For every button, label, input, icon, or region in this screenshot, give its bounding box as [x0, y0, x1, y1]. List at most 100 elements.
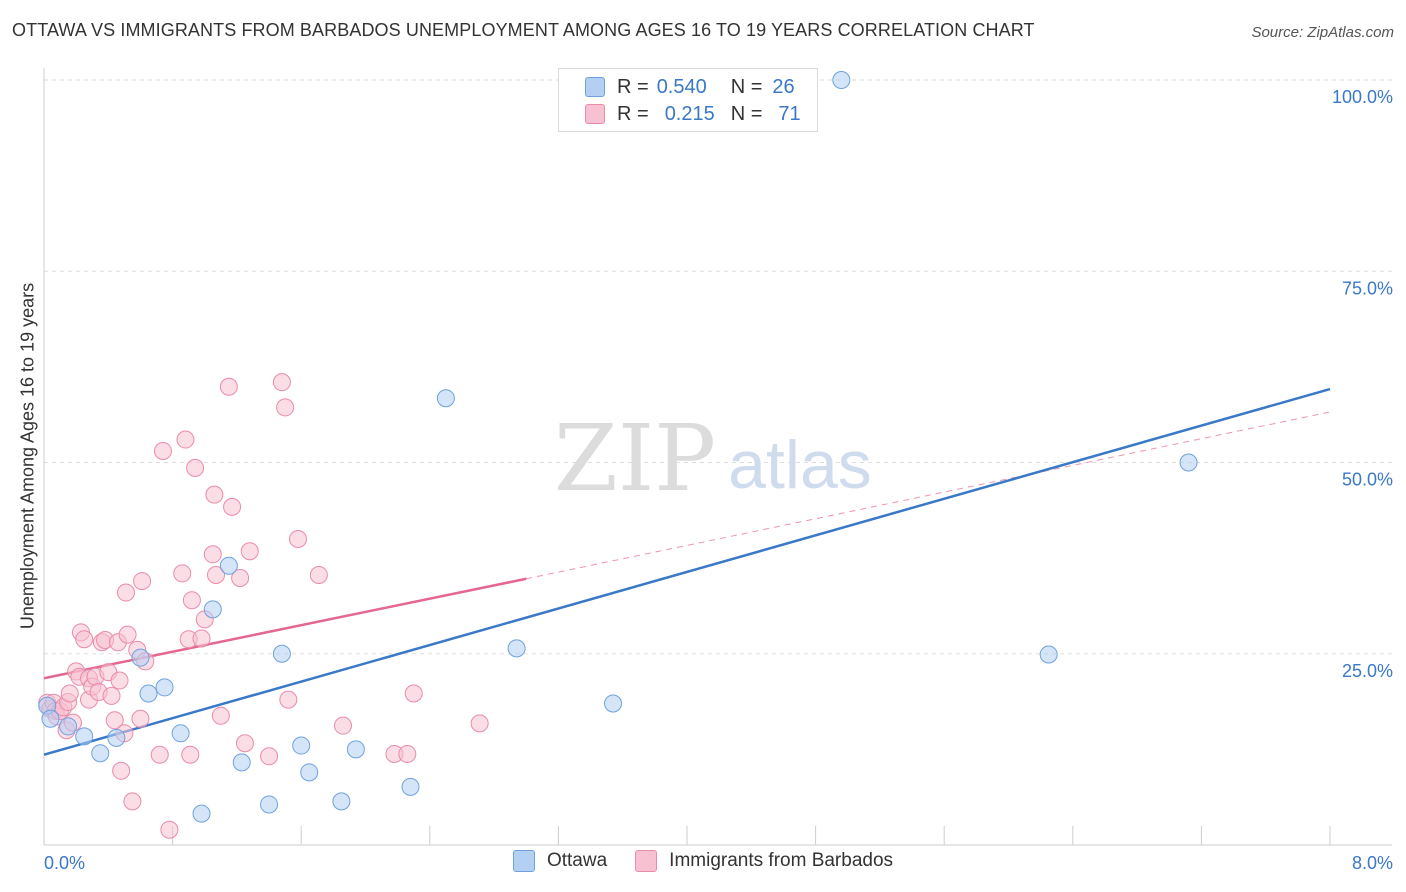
y-tick-label: 100.0% — [1332, 87, 1393, 107]
ottawa-point — [1039, 645, 1058, 664]
legend-item-ottawa: Ottawa — [512, 850, 608, 872]
barbados-point — [240, 542, 259, 561]
ottawa-point — [171, 724, 190, 743]
r-value: 0.215 — [664, 102, 715, 125]
legend-label: Immigrants from Barbados — [669, 850, 894, 871]
ottawa-point — [75, 727, 94, 746]
barbados-point — [102, 686, 121, 705]
ottawa-swatch — [585, 77, 605, 97]
ottawa-point — [203, 600, 222, 619]
chart-title: OTTAWA VS IMMIGRANTS FROM BARBADOS UNEMP… — [12, 20, 1035, 40]
barbados-point — [231, 569, 250, 588]
stats-row-ottawa: R = 0.540 N = 26 — [585, 73, 795, 101]
x-tick-label: 0.0% — [44, 853, 85, 873]
barbados-point — [60, 684, 79, 703]
r-label: R = — [617, 102, 649, 125]
barbados-point — [276, 398, 295, 417]
source-credit: Source: ZipAtlas.com — [1251, 24, 1394, 41]
ottawa-point — [139, 684, 158, 703]
barbados-point — [309, 565, 328, 584]
barbados-point — [205, 485, 224, 504]
barbados-point — [160, 820, 179, 839]
ottawa-point — [401, 777, 420, 796]
ottawa-point — [300, 763, 319, 782]
barbados-point — [116, 583, 135, 602]
barbados-point — [150, 745, 169, 764]
ottawa-point — [192, 804, 211, 823]
barbados-trend-extension — [526, 411, 1331, 580]
barbados-swatch — [635, 850, 658, 872]
ottawa-point — [131, 648, 150, 667]
barbados-point — [176, 430, 195, 449]
trend-lines — [43, 387, 1331, 756]
barbados-point — [470, 714, 489, 733]
barbados-point — [153, 442, 172, 461]
barbados-point — [288, 530, 307, 548]
series-legend: Ottawa Immigrants from Barbados — [0, 850, 1406, 872]
n-label: N = — [730, 102, 763, 125]
barbados-point — [211, 706, 230, 725]
barbados-point — [182, 591, 201, 610]
ottawa-swatch — [512, 850, 535, 872]
axes — [43, 68, 1392, 846]
barbados-point — [75, 630, 94, 649]
stats-legend: R = 0.540 N = 26 R = 0.215 N = 71 — [558, 68, 818, 132]
barbados-point — [105, 711, 124, 730]
n-label: N = — [730, 75, 763, 98]
barbados-point — [118, 625, 137, 644]
ottawa-point — [507, 639, 526, 658]
ottawa-point — [332, 792, 351, 811]
barbados-point — [333, 716, 352, 735]
ottawa-point — [41, 709, 60, 728]
tick-labels: 25.0% 50.0% 75.0% 100.0% 0.0% 8.0% — [44, 87, 1393, 873]
barbados-point — [404, 684, 423, 703]
watermark-atlas: atlas — [728, 427, 872, 503]
ottawa-point — [155, 678, 174, 697]
barbados-point — [235, 734, 254, 753]
watermark: ZIP atlas — [554, 405, 872, 512]
barbados-point — [181, 745, 200, 764]
n-value: 26 — [772, 75, 795, 98]
data-points — [38, 71, 1198, 839]
x-tick-label: 8.0% — [1352, 853, 1393, 873]
barbados-point — [186, 458, 205, 477]
barbados-swatch — [585, 104, 605, 124]
barbados-trend-line — [43, 577, 527, 680]
barbados-point — [207, 565, 226, 584]
r-value: 0.540 — [656, 75, 707, 98]
n-value: 71 — [778, 102, 801, 125]
gridlines — [44, 79, 1392, 655]
barbados-point — [398, 744, 417, 763]
legend-label: Ottawa — [546, 850, 608, 871]
ottawa-point — [604, 694, 623, 713]
ottawa-point — [346, 740, 365, 759]
barbados-point — [203, 545, 222, 564]
barbados-point — [133, 572, 152, 591]
barbados-point — [131, 709, 150, 728]
legend-item-barbados: Immigrants from Barbados — [635, 850, 893, 872]
ottawa-point — [1179, 453, 1198, 472]
ottawa-point — [292, 736, 311, 755]
ottawa-point — [272, 644, 291, 663]
ottawa-point — [832, 71, 851, 89]
ottawa-point — [219, 556, 238, 575]
barbados-point — [279, 690, 298, 709]
ottawa-point — [59, 717, 78, 736]
ottawa-point — [260, 795, 279, 814]
barbados-point — [272, 373, 291, 392]
barbados-point — [112, 761, 131, 780]
r-label: R = — [617, 75, 649, 98]
y-tick-label: 75.0% — [1342, 278, 1393, 298]
barbados-point — [192, 629, 211, 648]
watermark-zip: ZIP — [554, 405, 716, 512]
barbados-point — [110, 671, 129, 690]
barbados-point — [219, 377, 238, 396]
ottawa-trend-line — [43, 387, 1331, 756]
ottawa-point — [232, 753, 251, 772]
barbados-point — [123, 792, 142, 811]
y-axis-label: Unemployment Among Ages 16 to 19 years — [17, 282, 38, 630]
y-tick-label: 25.0% — [1342, 661, 1393, 681]
ottawa-point — [436, 389, 455, 408]
barbados-point — [223, 497, 242, 516]
